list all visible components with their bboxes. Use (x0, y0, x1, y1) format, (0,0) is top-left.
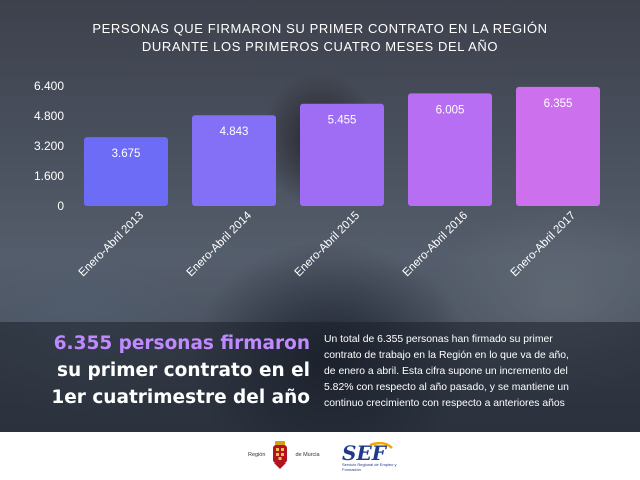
y-tick-label: 0 (57, 199, 64, 213)
summary-line-4: 5.82% con respecto al año pasado, y se m… (324, 382, 569, 393)
bar (408, 93, 492, 206)
summary-line-1: Un total de 6.355 personas han firmado s… (324, 334, 553, 345)
bar-value-label: 4.843 (220, 126, 249, 138)
headline: 6.355 personas firmaron su primer contra… (14, 330, 310, 411)
summary-line-5: continuo crecimiento con respecto a ante… (324, 398, 565, 409)
bar-chart: 0 1.600 3.200 4.800 6.400 3.675 4.843 5.455 6.0… (34, 79, 600, 279)
y-tick-label: 4.800 (34, 109, 64, 123)
y-tick-label: 1.600 (34, 169, 64, 183)
data-labels: 3.675 4.843 5.455 6.005 6.355 (112, 98, 573, 160)
summary-text: Un total de 6.355 personas han firmado s… (324, 332, 624, 412)
x-tick-label: Enero-Abril 2013 (77, 210, 147, 280)
region-de-murcia-logo: Región de Murcia (248, 440, 320, 470)
bar-value-label: 3.675 (112, 148, 141, 160)
x-tick-label: Enero-Abril 2017 (509, 210, 579, 280)
bar (192, 115, 276, 206)
bar-value-label: 5.455 (328, 115, 357, 127)
sef-logo-text: SEF (342, 442, 388, 464)
footer (0, 432, 640, 480)
bar (300, 103, 384, 206)
sef-logo: SEF (342, 442, 393, 464)
y-tick-label: 6.400 (34, 79, 64, 93)
bar (516, 86, 600, 206)
headline-line-3: 1er cuatrimestre del año (51, 387, 310, 408)
chart-title-line-1: PERSONAS QUE FIRMARON SU PRIMER CONTRATO… (92, 21, 548, 36)
x-tick-label: Enero-Abril 2015 (293, 210, 363, 280)
headline-line-1: 6.355 personas firmaron (53, 333, 310, 354)
headline-line-2: su primer contrato en el (56, 360, 310, 381)
chart-title: PERSONAS QUE FIRMARON SU PRIMER CONTRATO… (60, 20, 580, 56)
x-tick-label: Enero-Abril 2014 (185, 209, 255, 279)
bar (84, 137, 168, 206)
summary-line-2: contrato de trabajo en la Región en lo q… (324, 350, 569, 361)
bar-value-label: 6.005 (436, 104, 465, 116)
x-axis-ticks: Enero-Abril 2013 Enero-Abril 2014 Enero-Ab… (77, 209, 579, 279)
y-tick-label: 3.200 (34, 139, 64, 153)
region-logo-text-right: de Murcia (295, 452, 320, 458)
coat-of-arms-icon (273, 441, 288, 469)
region-logo-text-left: Región (248, 452, 266, 458)
summary-panel (0, 322, 640, 432)
y-axis-ticks: 0 1.600 3.200 4.800 6.400 (34, 79, 64, 213)
chart-title-line-2: DURANTE LOS PRIMEROS CUATRO MESES DEL AÑ… (141, 39, 499, 54)
summary-line-3: de enero a abril. Esta cifra supone un i… (324, 366, 568, 377)
bars (84, 86, 600, 206)
x-tick-label: Enero-Abril 2016 (401, 210, 471, 280)
bar-value-label: 6.355 (544, 98, 573, 110)
sef-subtitle: Servicio Regional de Empleo y Formación (342, 462, 397, 472)
